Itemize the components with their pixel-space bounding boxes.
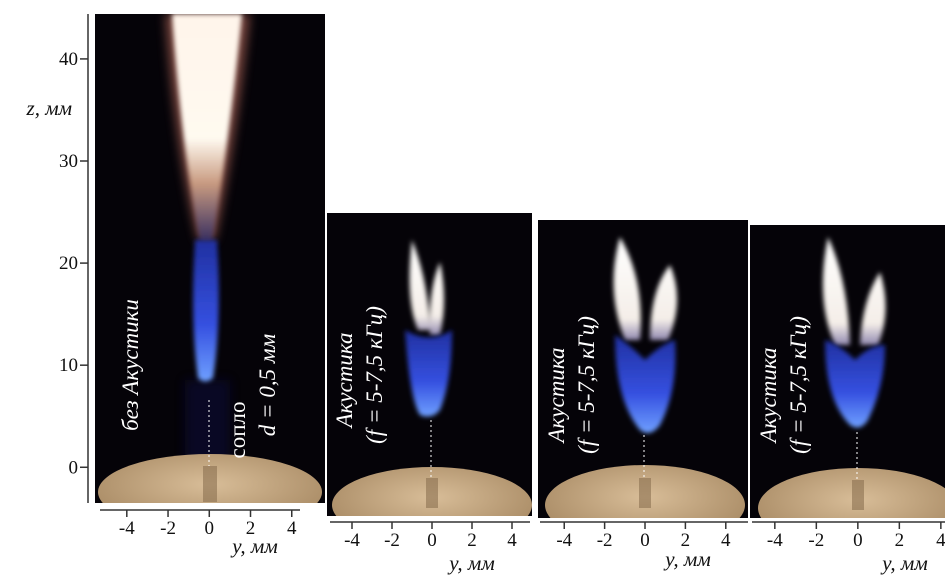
caption: Акустика (332, 332, 357, 429)
x-tick-label: -4 (344, 530, 360, 551)
x-tick-label: 4 (721, 530, 731, 551)
caption: сопло (225, 402, 250, 459)
photo-3 (538, 220, 748, 545)
x-axis-label: y, мм (447, 551, 494, 575)
caption: (f = 5-7,5 кГц) (362, 306, 387, 444)
x-tick-label: -2 (384, 530, 400, 551)
x-tick-label: 4 (287, 518, 297, 539)
z-tick-label: 40 (59, 49, 78, 70)
x-tick-label: 0 (427, 530, 437, 551)
photo-1 (95, 14, 325, 530)
x-axis-label: y, мм (880, 551, 927, 575)
z-tick-label: 10 (59, 355, 78, 376)
x-tick-label: 0 (205, 518, 215, 539)
caption: (f = 5-7,5 кГц) (786, 316, 811, 454)
x-tick-label: -4 (556, 530, 572, 551)
x-axis-label: y, мм (230, 534, 277, 558)
x-tick-label: 0 (640, 530, 650, 551)
caption: (f = 5-7,5 кГц) (574, 316, 599, 454)
caption: Акустика (544, 347, 569, 444)
x-tick-label: 4 (936, 530, 945, 551)
caption: d = 0,5 мм (255, 333, 280, 436)
z-axis-label: z, мм (26, 96, 72, 120)
x-axis-label: y, мм (663, 547, 710, 571)
x-tick-label: -4 (119, 518, 135, 539)
x-tick-label: -2 (808, 530, 824, 551)
z-tick-label: 0 (69, 457, 79, 478)
x-tick-label: 2 (895, 530, 905, 551)
x-tick-label: 4 (507, 530, 517, 551)
x-tick-label: -2 (160, 518, 176, 539)
figure: без Акустики сопло d = 0,5 мм Акустика (… (0, 0, 945, 576)
x-tick-label: 2 (467, 530, 477, 551)
x-tick-label: -4 (767, 530, 783, 551)
caption: без Акустики (118, 299, 143, 431)
caption: Акустика (756, 347, 781, 444)
x-tick-label: 0 (853, 530, 863, 551)
x-tick-label: -2 (597, 530, 613, 551)
z-tick-label: 30 (59, 151, 78, 172)
z-tick-label: 20 (59, 253, 78, 274)
photo-2 (327, 213, 532, 543)
